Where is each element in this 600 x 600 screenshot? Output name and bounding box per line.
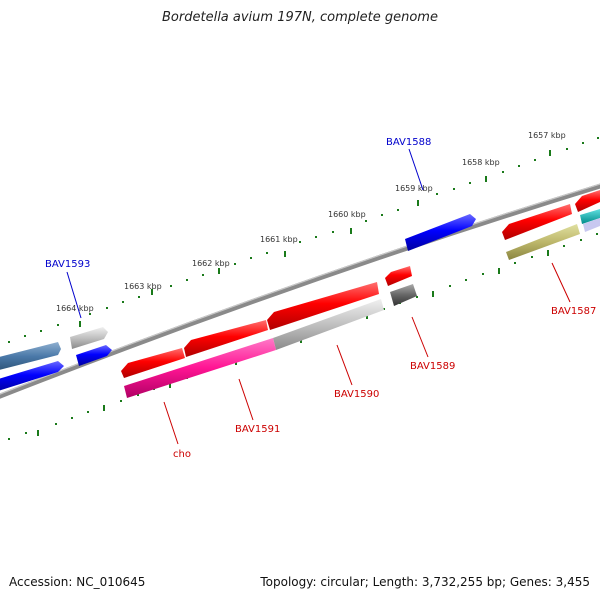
label-bav1589[interactable]: BAV1589 <box>410 361 455 372</box>
gene-bav1589[interactable] <box>390 284 417 306</box>
scale-label-1663: 1663 kbp <box>124 282 162 291</box>
scale-label-1664: 1664 kbp <box>56 304 94 313</box>
gene-gray-left[interactable] <box>70 327 108 349</box>
scale-label-1657: 1657 kbp <box>528 131 566 140</box>
leader-bav1593 <box>66 271 82 319</box>
gene-red-2[interactable] <box>184 320 268 357</box>
accession-text: Accession: NC_010645 <box>9 575 146 589</box>
gene-red-5[interactable] <box>502 204 572 240</box>
leader-bav1591 <box>238 378 254 421</box>
gene-red-4[interactable] <box>385 266 412 286</box>
scale-label-1662: 1662 kbp <box>192 259 230 268</box>
label-bav1591[interactable]: BAV1591 <box>235 424 280 435</box>
reverse-strand-genes <box>121 190 600 398</box>
scale-label-1660: 1660 kbp <box>328 210 366 219</box>
genome-backbone <box>0 183 600 399</box>
gene-steelblue-left[interactable] <box>0 342 61 371</box>
gene-red-1[interactable] <box>121 348 185 378</box>
scale-label-1661: 1661 kbp <box>260 235 298 244</box>
label-bav1593[interactable]: BAV1593 <box>45 259 90 270</box>
label-bav1588[interactable]: BAV1588 <box>386 137 431 148</box>
scale-label-1658: 1658 kbp <box>462 158 500 167</box>
label-cho[interactable]: cho <box>173 449 191 460</box>
outer-scale-ticks <box>8 137 599 343</box>
gene-bav1590[interactable] <box>273 299 384 350</box>
label-bav1587[interactable]: BAV1587 <box>551 306 596 317</box>
label-bav1590[interactable]: BAV1590 <box>334 389 379 400</box>
gene-bav1588[interactable] <box>405 214 476 251</box>
gene-teal-right[interactable] <box>580 209 600 224</box>
gene-blue-left[interactable] <box>0 361 64 392</box>
gene-red-3[interactable] <box>267 282 379 330</box>
genome-summary-text: Topology: circular; Length: 3,732,255 bp… <box>260 575 590 589</box>
leader-bav1589 <box>411 316 429 358</box>
gene-blue-small[interactable] <box>76 345 112 366</box>
gene-red-6[interactable] <box>575 190 600 212</box>
gene-lilac-right[interactable] <box>583 218 600 232</box>
gene-cho[interactable] <box>124 338 276 398</box>
leader-bav1590 <box>336 344 353 386</box>
leader-cho <box>163 401 179 445</box>
gene-bav1587[interactable] <box>506 224 580 260</box>
forward-strand-genes <box>0 209 600 392</box>
genome-backbone-highlight <box>0 183 600 395</box>
map-title: Bordetella avium 197N, complete genome <box>162 10 438 25</box>
scale-label-1659: 1659 kbp <box>395 184 433 193</box>
leader-bav1588 <box>408 148 424 191</box>
leader-bav1587 <box>551 262 571 303</box>
